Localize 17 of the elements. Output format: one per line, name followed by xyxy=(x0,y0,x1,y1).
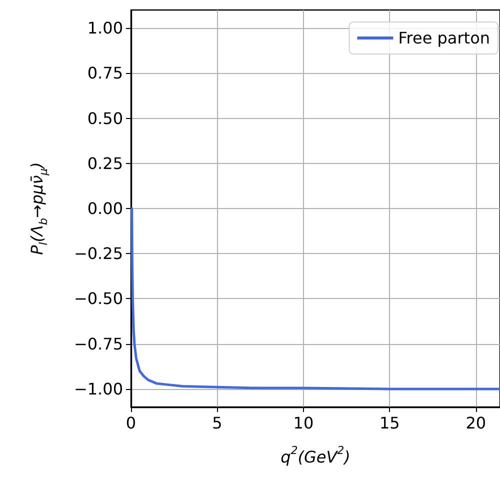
y-tick-label: −0.50 xyxy=(74,289,123,308)
line-series xyxy=(130,207,500,390)
y-tick-label: 0.25 xyxy=(87,154,123,173)
y-tick-label: 1.00 xyxy=(87,18,123,38)
x-tick-label: 20 xyxy=(466,414,486,432)
y-tick-label: 0.75 xyxy=(87,64,123,83)
y-tick-label: −1.00 xyxy=(74,379,123,398)
y-tick-label: 0.00 xyxy=(87,199,123,218)
y-tick-label: 0.50 xyxy=(87,108,123,128)
x-tick-label: 0 xyxy=(126,414,136,432)
legend-label: Free parton xyxy=(398,28,490,48)
x-tick-label: 5 xyxy=(212,414,222,432)
y-tick-label: −0.25 xyxy=(74,244,123,264)
x-tick-label: 15 xyxy=(379,414,400,432)
y-axis-title: Pl(Λb→pμν̄μ) xyxy=(28,162,50,255)
y-tick-label: −0.75 xyxy=(74,334,123,354)
x-tick-label: 10 xyxy=(293,414,314,432)
